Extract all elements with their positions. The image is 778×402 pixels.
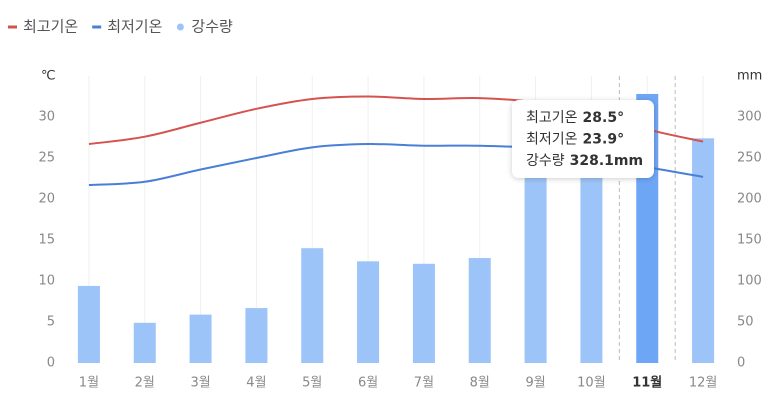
y-tick-label: 5 <box>47 315 55 330</box>
bar <box>468 258 491 363</box>
y-tick-label: 20 <box>38 192 55 207</box>
legend-marker <box>92 25 102 29</box>
tooltip: 최고기온 28.5° 최저기온 23.9° 강수량 328.1mm <box>512 100 654 178</box>
x-tick-label: 11월 <box>632 375 662 391</box>
x-tick-label: 1월 <box>79 376 99 391</box>
legend-label: 최고기온 <box>23 18 78 36</box>
tooltip-label: 최저기온 <box>526 132 578 148</box>
x-tick-label: 4월 <box>246 376 266 391</box>
bar <box>692 138 715 363</box>
y-axis-label: ℃ <box>41 69 56 84</box>
x-tick-label: 12월 <box>689 376 718 391</box>
y2-tick-label: 0 <box>737 356 745 371</box>
x-tick-label: 8월 <box>470 376 490 391</box>
y2-tick-label: 100 <box>737 274 762 289</box>
y2-tick-label: 150 <box>737 233 762 248</box>
bar <box>301 248 324 363</box>
bar <box>524 158 547 363</box>
x-tick-label: 9월 <box>525 376 545 391</box>
bar <box>133 322 156 363</box>
y-tick-label: 0 <box>47 356 55 371</box>
legend-label: 최저기온 <box>107 18 162 36</box>
legend-marker <box>176 23 184 31</box>
y-tick-label: 25 <box>38 151 55 166</box>
y2-tick-label: 200 <box>737 192 762 207</box>
bar <box>357 261 380 363</box>
x-tick-label: 2월 <box>135 376 155 391</box>
x-tick-label: 5월 <box>302 376 322 391</box>
tooltip-label: 최고기온 <box>526 110 578 126</box>
tooltip-value: 28.5° <box>583 110 625 126</box>
legend-label: 강수량 <box>191 18 233 36</box>
y2-axis-label: mm <box>737 69 762 84</box>
legend-marker <box>8 25 17 29</box>
y-tick-label: 10 <box>38 274 55 289</box>
y-tick-label: 15 <box>38 233 55 248</box>
x-tick-label: 7월 <box>414 376 434 391</box>
tooltip-value: 23.9° <box>583 132 625 148</box>
bar <box>580 166 603 363</box>
bar <box>412 263 435 363</box>
x-tick-label: 3월 <box>190 376 210 391</box>
x-tick-label: 6월 <box>358 376 378 391</box>
bar <box>189 314 212 363</box>
bar <box>245 308 268 363</box>
tooltip-label: 강수량 <box>526 153 565 169</box>
bar <box>77 285 100 363</box>
x-tick-label: 10월 <box>577 376 606 391</box>
y2-tick-label: 250 <box>737 151 762 166</box>
tooltip-box <box>512 100 654 178</box>
tooltip-value: 328.1mm <box>570 153 643 169</box>
y2-tick-label: 50 <box>737 315 754 330</box>
y2-tick-label: 300 <box>737 110 762 125</box>
y-tick-label: 30 <box>38 110 55 125</box>
